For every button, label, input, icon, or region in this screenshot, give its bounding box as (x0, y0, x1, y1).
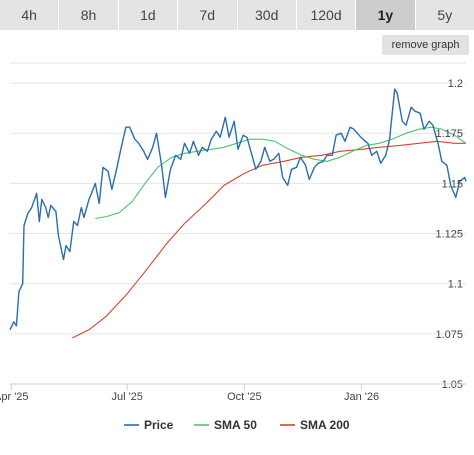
sma-200-line (72, 140, 466, 339)
y-tick-label: 1.05 (442, 379, 463, 391)
legend-label: SMA 50 (214, 418, 257, 432)
range-tab-bar: 4h 8h 1d 7d 30d 120d 1y 5y (0, 0, 474, 30)
tab-30d[interactable]: 30d (237, 0, 297, 30)
legend-label: Price (144, 418, 174, 432)
remove-graph-button[interactable]: remove graph (382, 35, 469, 55)
x-tick-label: Oct '25 (227, 391, 262, 403)
tab-1y[interactable]: 1y (356, 0, 416, 30)
price-line (9, 88, 467, 331)
sma-50-line (95, 126, 467, 220)
grid-lines (10, 62, 466, 385)
tab-5y[interactable]: 5y (415, 0, 474, 30)
y-tick-label: 1.125 (435, 229, 463, 241)
y-tick-label: 1.075 (435, 329, 463, 341)
y-tick-label: 1.1 (448, 279, 463, 291)
y-tick-label: 1.175 (435, 128, 463, 140)
x-tick-label: Jan '26 (344, 391, 379, 403)
y-tick-label: 1.15 (442, 178, 463, 190)
x-tick-label: Apr '25 (0, 391, 29, 403)
chart-series (9, 88, 467, 339)
chart-legend: Price SMA 50 SMA 200 (124, 418, 350, 432)
y-tick-label: 1.2 (448, 78, 463, 90)
chart-axes: 1.05 1.075 1.1 1.125 1.15 1.175 1.2 Apr '25 Jul … (0, 78, 466, 403)
tab-4h[interactable]: 4h (0, 0, 60, 30)
x-tick-label: Jul '25 (111, 391, 142, 403)
tab-7d[interactable]: 7d (178, 0, 238, 30)
price-chart: 1.05 1.075 1.1 1.125 1.15 1.175 1.2 Apr '25 Jul … (0, 62, 467, 432)
tab-120d[interactable]: 120d (296, 0, 357, 30)
legend-label: SMA 200 (300, 418, 350, 432)
tab-8h[interactable]: 8h (59, 0, 119, 30)
tab-1d[interactable]: 1d (118, 0, 179, 30)
